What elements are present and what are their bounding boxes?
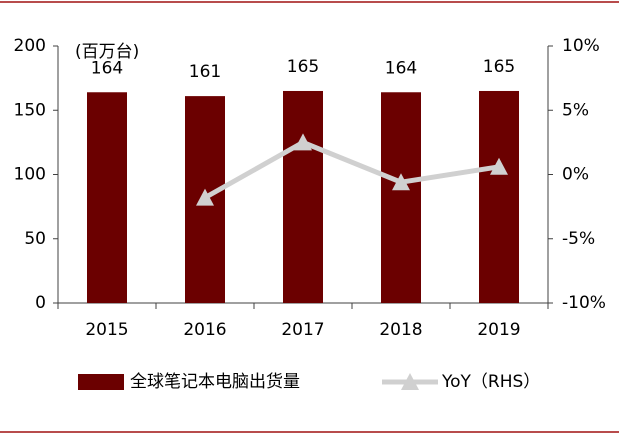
marker bbox=[392, 173, 410, 191]
bar bbox=[381, 92, 421, 303]
marker bbox=[490, 157, 508, 175]
unit-label: (百万台) bbox=[75, 42, 139, 62]
y2-tick-label: 5% bbox=[562, 100, 589, 120]
legend-swatch bbox=[78, 374, 124, 390]
y2-tick-label: 0% bbox=[562, 165, 589, 185]
x-tick-label: 2017 bbox=[281, 320, 324, 340]
y2-tick-label: -10% bbox=[562, 293, 606, 313]
value-label: 164 bbox=[385, 58, 417, 78]
marker bbox=[196, 188, 214, 206]
x-tick-label: 2016 bbox=[183, 320, 226, 340]
value-label: 164 bbox=[91, 58, 123, 78]
y-tick-label: 100 bbox=[14, 165, 46, 185]
y-tick-label: 50 bbox=[24, 229, 46, 249]
legend-marker bbox=[401, 373, 419, 390]
value-label: 165 bbox=[483, 57, 515, 77]
y-tick-label: 150 bbox=[14, 100, 46, 120]
x-tick-label: 2019 bbox=[477, 320, 520, 340]
legend-label: YoY（RHS） bbox=[441, 372, 540, 392]
legend-label: 全球笔记本电脑出货量 bbox=[130, 372, 300, 392]
bar bbox=[87, 92, 127, 303]
y-tick-label: 200 bbox=[14, 36, 46, 56]
y-tick-label: 0 bbox=[35, 293, 46, 313]
bar bbox=[479, 90, 519, 303]
x-tick-label: 2018 bbox=[379, 320, 422, 340]
line bbox=[203, 139, 500, 200]
y2-tick-label: -5% bbox=[562, 229, 595, 249]
x-tick-label: 2015 bbox=[85, 320, 128, 340]
marker bbox=[294, 133, 312, 151]
value-label: 161 bbox=[189, 62, 221, 82]
value-label: 165 bbox=[287, 57, 319, 77]
bar bbox=[283, 90, 323, 303]
y2-tick-label: 10% bbox=[562, 36, 600, 56]
